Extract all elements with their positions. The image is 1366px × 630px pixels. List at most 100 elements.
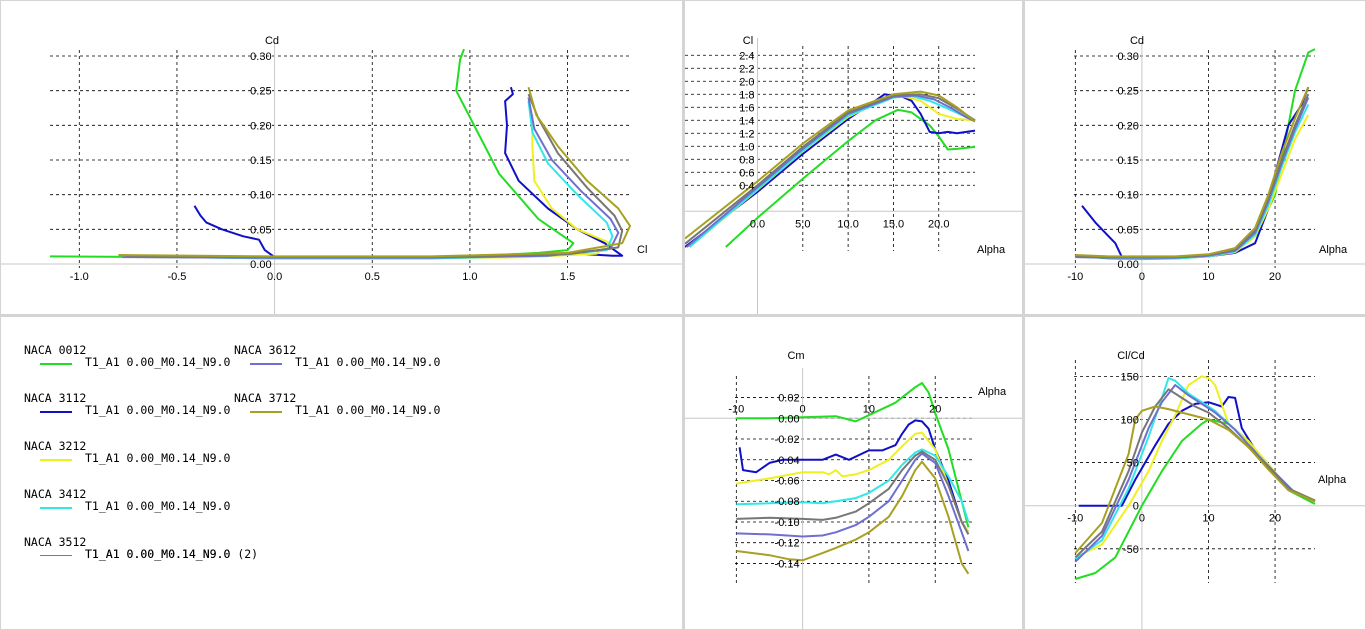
y-axis-title: Cl/Cd	[1117, 350, 1145, 362]
x-tick-label: 1.0	[462, 271, 477, 283]
series-line[interactable]	[1075, 48, 1316, 261]
y-axis-title: Cm	[787, 350, 804, 362]
legend-foil-name: NACA 3412	[24, 487, 87, 501]
x-tick-label: 20.0	[928, 218, 949, 230]
legend-entry-naca-3512-second-polar[interactable]: T1_A1 0.00_M0.14_N9.0 (2)	[24, 547, 324, 571]
y-tick-label: 0.00	[1117, 259, 1138, 271]
y-tick-label: 0.25	[250, 86, 271, 98]
legend-foil-name: NACA 0012	[24, 343, 87, 357]
legend-polar-name: T1_A1 0.00_M0.14_N9.0	[85, 451, 231, 465]
cm-alpha-graph-panel[interactable]: -10 0 10 20 0.02 0.00 -0.02 -0.04 -0.06 -0.08 -0.1…	[685, 317, 1022, 630]
polar-graph-panel[interactable]: -1.0 -0.5 0.0 0.5 1.0 1.5 0.00 0.05 0.10 0.15 0.20…	[0, 0, 682, 314]
cd-alpha-graph-panel[interactable]: -10 0 10 20 0.00 0.05 0.10 0.15 0.20 0.25 0.30 Cd Al…	[1025, 0, 1366, 314]
series-line[interactable]	[736, 452, 970, 552]
cd-vs-cl-chart[interactable]: -1.0 -0.5 0.0 0.5 1.0 1.5 0.00 0.05 0.10 0.15 0.20…	[0, 0, 682, 314]
y-tick-label: -0.02	[775, 434, 800, 446]
series-line[interactable]	[1075, 93, 1310, 259]
legend-polar-name: T1_A1 0.00_M0.14_N9.0	[295, 403, 441, 417]
cm-vs-alpha-chart[interactable]: -10 0 10 20 0.02 0.00 -0.02 -0.04 -0.06 -0.08 -0.1…	[685, 317, 1022, 630]
x-axis-title: Alpha	[977, 244, 1006, 256]
x-tick-label: 0	[1139, 271, 1145, 283]
axes	[1025, 352, 1366, 630]
series-line[interactable]	[122, 97, 620, 259]
y-tick-label: 0.00	[778, 413, 799, 425]
y-tick-label: 0.8	[739, 154, 754, 166]
legend-polar-name: T1_A1 0.00_M0.14_N9.0	[295, 355, 441, 369]
y-tick-label: 1.2	[739, 128, 754, 140]
y-tick-label: 2.0	[739, 76, 754, 88]
series-line[interactable]	[122, 114, 612, 260]
cl-alpha-graph-panel[interactable]: 0.0 5.0 10.0 15.0 20.0 0.4 0.6 0.8 1.0 1.2 1.4 1.6 1…	[685, 0, 1022, 314]
grid-lines	[1074, 360, 1315, 583]
x-tick-label: 20	[1269, 271, 1281, 283]
legend-entry-naca-3612[interactable]: NACA 3612 T1_A1 0.00_M0.14_N9.0	[234, 343, 484, 373]
series-line[interactable]	[736, 448, 970, 523]
clcd-vs-alpha-chart[interactable]: -10 0 10 20 150 100 50 0 -50 Cl/Cd Alpha	[1025, 317, 1366, 630]
legend-entry-naca-3412[interactable]: NACA 3412 T1_A1 0.00_M0.14_N9.0	[24, 487, 274, 517]
y-tick-label: 1.4	[739, 115, 754, 127]
x-tick-label: 0.0	[267, 271, 282, 283]
x-tick-label: -0.5	[167, 271, 186, 283]
x-tick-label: 5.0	[795, 218, 810, 230]
x-tick-label: 1.5	[560, 271, 575, 283]
x-axis-title: Alpha	[978, 386, 1007, 398]
legend-line-swatch	[40, 507, 72, 509]
legend-polar-name: T1_A1 0.00_M0.14_N9.0	[85, 403, 231, 417]
legend-entry-naca-3212[interactable]: NACA 3212 T1_A1 0.00_M0.14_N9.0	[24, 439, 274, 469]
legend-foil-name: NACA 3212	[24, 439, 87, 453]
legend-polar-name: T1_A1 0.00_M0.14_N9.0	[85, 499, 231, 513]
legend-entry-naca-3712[interactable]: NACA 3712 T1_A1 0.00_M0.14_N9.0	[234, 391, 484, 421]
legend-foil-name: NACA 3112	[24, 391, 87, 405]
series-line[interactable]	[118, 86, 631, 258]
series-line[interactable]	[126, 93, 624, 259]
y-tick-label: -0.04	[775, 455, 800, 467]
y-tick-label: 0.02	[778, 393, 799, 405]
tick-labels: 0.0 5.0 10.0 15.0 20.0 0.40.60.81.01.21.41.61…	[739, 50, 949, 230]
y-tick-label: 0.00	[250, 259, 271, 271]
series-line[interactable]	[685, 90, 976, 240]
series-group	[49, 48, 631, 260]
legend-line-swatch	[250, 411, 282, 413]
x-tick-label: -1.0	[70, 271, 89, 283]
y-tick-label: 100	[1121, 414, 1139, 426]
y-tick-label: 0.20	[1117, 120, 1138, 132]
tick-labels: -10 0 10 20 150 100 50 0 -50	[1067, 371, 1281, 555]
series-group	[1075, 48, 1316, 261]
legend-foil-name: NACA 3712	[234, 391, 297, 405]
legend-line-swatch	[40, 411, 72, 413]
x-tick-label: -10	[728, 403, 744, 415]
x-axis-title: Cl	[637, 244, 647, 256]
cd-vs-alpha-chart[interactable]: -10 0 10 20 0.00 0.05 0.10 0.15 0.20 0.25 0.30 Cd Al…	[1025, 0, 1366, 314]
y-tick-label: 0.10	[250, 190, 271, 202]
series-line[interactable]	[1081, 86, 1310, 259]
x-tick-label: 20	[1269, 513, 1281, 525]
series-line[interactable]	[1074, 384, 1316, 563]
tick-labels: -10 0 10 20 0.00 0.05 0.10 0.15 0.20 0.25 0.30	[1067, 51, 1281, 283]
series-line[interactable]	[49, 48, 575, 259]
x-tick-label: 10.0	[837, 218, 858, 230]
series-line[interactable]	[126, 100, 614, 260]
legend-line-swatch	[40, 459, 72, 461]
legend-line-swatch	[40, 363, 72, 365]
y-tick-label: 1.0	[739, 141, 754, 153]
y-tick-label: -0.06	[775, 476, 800, 488]
y-tick-label: -0.14	[775, 558, 800, 570]
x-tick-label: 0	[1139, 513, 1145, 525]
polar-legend: NACA 0012 T1_A1 0.00_M0.14_N9.0 NACA 361…	[0, 315, 683, 630]
x-tick-label: 10	[1202, 513, 1214, 525]
legend-polar-name: T1_A1 0.00_M0.14_N9.0 (2)	[85, 547, 259, 561]
y-tick-label: 0.15	[250, 155, 271, 167]
y-tick-label: 150	[1121, 371, 1139, 383]
y-tick-label: -0.10	[775, 517, 800, 529]
series-line[interactable]	[1075, 86, 1310, 258]
x-axis-title: Alpha	[1319, 244, 1348, 256]
tick-labels: -1.0 -0.5 0.0 0.5 1.0 1.5 0.00 0.05 0.10 0.15 0.20…	[70, 51, 575, 283]
y-tick-label: 0.30	[250, 51, 271, 63]
x-tick-label: -10	[1067, 271, 1083, 283]
cl-vs-alpha-chart[interactable]: 0.0 5.0 10.0 15.0 20.0 0.40.60.81.01.21.41.61…	[685, 0, 1022, 314]
y-tick-label: 0.10	[1117, 190, 1138, 202]
axes	[685, 38, 1022, 314]
y-tick-label: 0.30	[1117, 51, 1138, 63]
y-tick-label: 0.4	[739, 180, 754, 192]
clcd-alpha-graph-panel[interactable]: -10 0 10 20 150 100 50 0 -50 Cl/Cd Alpha	[1025, 317, 1366, 630]
